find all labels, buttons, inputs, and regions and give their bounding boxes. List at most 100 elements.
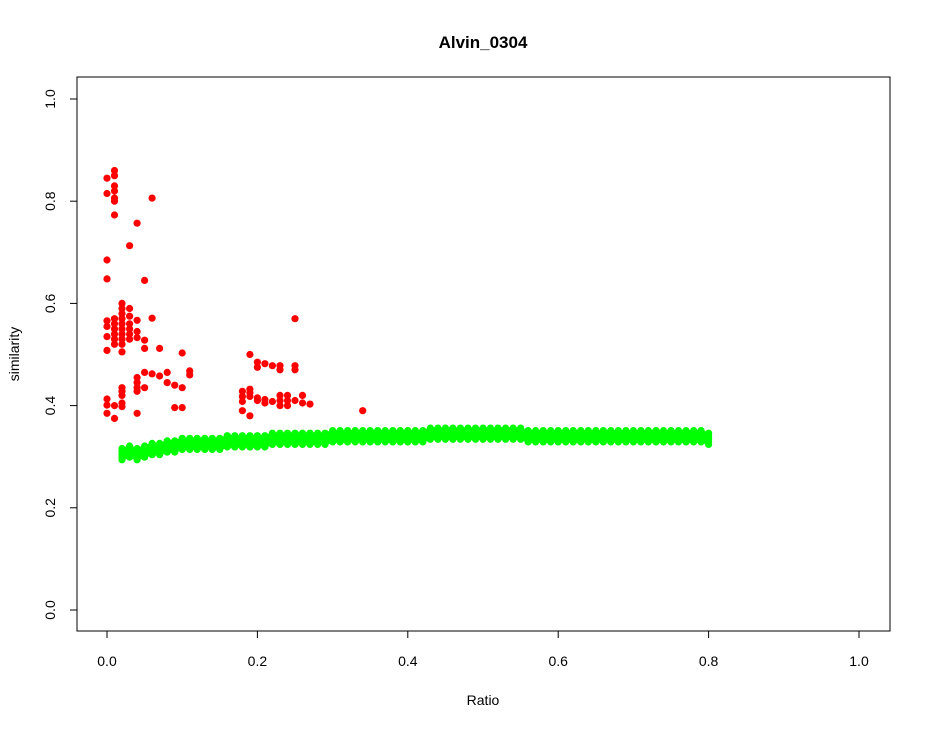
data-point (110, 325, 119, 333)
data-point (246, 412, 254, 420)
data-point (148, 370, 156, 378)
data-point (118, 320, 126, 328)
data-point (156, 372, 164, 380)
data-point (148, 314, 156, 322)
data-point (110, 335, 119, 343)
data-point (118, 335, 126, 343)
data-point (238, 387, 246, 395)
data-point (110, 166, 119, 175)
data-point (118, 325, 126, 333)
data-point (118, 330, 126, 338)
data-point (126, 335, 134, 343)
x-tick-label: 0.0 (97, 653, 117, 669)
data-point (103, 333, 111, 341)
data-point (118, 391, 126, 399)
data-point (291, 396, 299, 405)
data-point (110, 402, 119, 410)
chart-title: Alvin_0304 (439, 33, 528, 52)
data-point (133, 327, 141, 336)
data-point (141, 276, 149, 284)
y-tick-label: 1.0 (42, 89, 58, 109)
data-point (103, 189, 111, 198)
data-point (103, 275, 111, 283)
data-point (253, 396, 261, 405)
y-tick-label: 0.0 (42, 600, 58, 620)
data-point (103, 256, 111, 264)
data-point (705, 429, 713, 437)
data-point (148, 194, 156, 202)
x-tick-label: 0.2 (248, 653, 268, 669)
data-point (171, 381, 179, 389)
y-tick-label: 0.2 (42, 498, 58, 518)
data-point (110, 414, 119, 422)
data-point (110, 197, 119, 205)
y-tick-label: 0.4 (42, 396, 58, 416)
data-point (110, 315, 119, 323)
data-point (268, 362, 276, 370)
data-point (103, 395, 111, 403)
data-point (126, 330, 134, 338)
data-point (238, 392, 246, 400)
data-point (359, 407, 367, 415)
data-point (141, 384, 149, 392)
x-tick-label: 0.4 (398, 653, 418, 669)
x-axis: 0.0 0.2 0.4 0.6 0.8 1.0 (97, 630, 869, 669)
data-point (283, 396, 292, 405)
data-point (238, 397, 246, 406)
data-point (103, 409, 111, 417)
data-point (118, 304, 126, 313)
y-tick-label: 0.8 (42, 191, 58, 211)
data-point (103, 317, 111, 325)
data-point (103, 174, 111, 182)
data-point (276, 402, 284, 410)
data-point (126, 304, 134, 313)
x-tick-label: 1.0 (849, 653, 869, 669)
data-point (178, 349, 186, 357)
data-point (238, 407, 246, 415)
data-point (118, 315, 126, 323)
data-point (118, 403, 126, 411)
data-point (283, 402, 292, 410)
data-point (268, 397, 276, 406)
data-point (283, 391, 292, 399)
x-tick-label: 0.6 (548, 653, 568, 669)
data-point (118, 340, 126, 348)
data-point (110, 320, 119, 328)
data-point (133, 409, 141, 417)
data-point (110, 340, 119, 348)
data-point (141, 344, 149, 352)
data-point (291, 315, 299, 323)
data-point (126, 242, 134, 250)
data-points (103, 166, 713, 464)
data-point (133, 219, 141, 227)
data-point (156, 344, 164, 352)
data-point (186, 371, 194, 379)
data-point (141, 368, 149, 376)
data-point (298, 391, 307, 399)
data-point (133, 379, 141, 387)
data-point (253, 363, 261, 371)
data-point (171, 404, 179, 412)
data-point (126, 320, 134, 328)
x-tick-label: 0.8 (699, 653, 719, 669)
data-point (178, 384, 186, 392)
data-point (110, 172, 119, 180)
data-point (276, 396, 284, 405)
data-point (246, 392, 254, 400)
y-axis-label: similarity (6, 327, 22, 381)
data-point (133, 387, 141, 395)
data-point (110, 182, 119, 190)
data-point (110, 211, 119, 219)
data-point (276, 391, 284, 399)
data-point (133, 334, 141, 342)
data-point (261, 360, 269, 368)
data-point (118, 299, 126, 307)
data-point (141, 336, 149, 344)
data-point (133, 373, 141, 382)
data-point (253, 358, 261, 366)
data-point (276, 366, 284, 374)
plot-frame (76, 76, 891, 632)
data-point (163, 368, 171, 376)
data-point (103, 346, 111, 354)
data-point (126, 325, 134, 333)
